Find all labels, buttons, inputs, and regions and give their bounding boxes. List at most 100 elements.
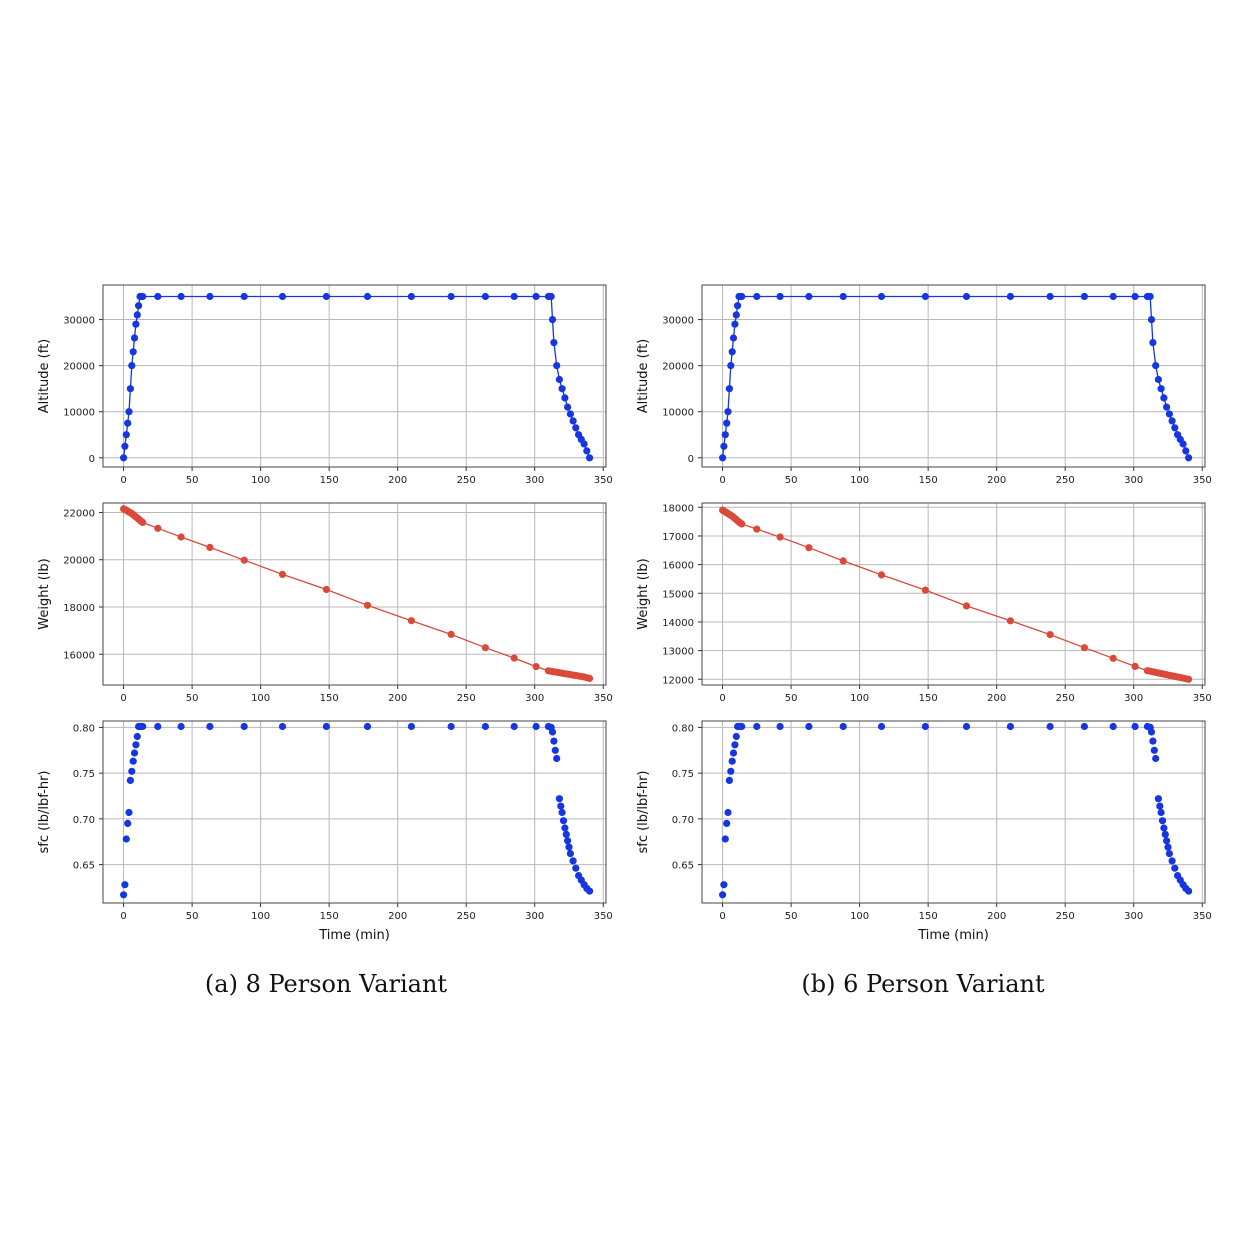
data-point [738,292,746,301]
data-point [363,292,372,301]
data-point [120,454,128,462]
data-point [407,722,415,731]
data-point [322,585,330,594]
data-point [564,403,572,411]
data-point [558,385,566,393]
x-tick-label: 0 [719,693,725,704]
data-point [572,864,580,872]
data-point [1158,817,1167,825]
data-point [132,320,140,328]
axes-frame [701,284,1206,468]
x-tick-label: 150 [320,475,339,486]
caption-a: (a) 8 Person Variant [205,970,448,998]
axes-frame [701,502,1206,686]
x-tick-label: 350 [1193,693,1212,704]
data-point [753,722,761,731]
x-tick-label: 300 [525,475,544,486]
data-point [550,737,558,745]
data-point [1109,722,1117,731]
data-point [139,722,147,731]
data-point [407,617,415,625]
x-tick-label: 250 [457,911,476,922]
data-point [129,757,137,765]
data-point [1156,802,1164,810]
y-tick-label: 16000 [662,561,694,572]
data-point [559,817,568,825]
data-point [1046,631,1054,639]
panel-5: 0 50 100 150 200 250 300 350 0.65 0.70 0.75 0.80 sfc… [636,720,1212,943]
data-point [121,881,129,889]
data-point [1160,394,1168,402]
data-point [753,525,761,533]
data-point [719,891,727,899]
data-point [1046,722,1054,731]
data-point [566,410,575,418]
data-point [510,722,518,731]
data-point [1147,728,1156,736]
axes-frame [102,284,607,468]
data-point [240,556,248,564]
data-point [555,375,564,384]
x-tick-label: 0 [120,911,126,922]
y-tick-label: 18000 [63,603,95,614]
data-point [1171,424,1179,432]
x-tick-label: 200 [388,693,407,704]
x-axis-label: Time (min) [917,928,989,943]
data-point [407,292,415,301]
data-point [877,571,886,579]
x-tick-label: 100 [850,475,869,486]
x-tick-label: 350 [1193,475,1212,486]
data-point [124,819,132,828]
panel-0: 0 50 100 150 200 250 300 350 0 10000 20000 30000 Alt… [37,284,613,486]
data-point [125,408,133,416]
y-tick-label: 0 [688,454,694,465]
data-point [447,292,455,301]
y-tick-label: 30000 [662,316,694,327]
data-point [124,419,132,427]
data-point [1161,830,1169,839]
data-point [154,292,162,301]
data-point [551,746,559,754]
x-tick-label: 50 [785,475,798,486]
data-point [731,320,739,328]
series-line [721,295,1190,459]
data-point [564,837,572,845]
data-point [1152,754,1160,763]
data-point [125,808,133,817]
data-point [1146,292,1154,301]
data-point [206,292,214,301]
panel-4: 0 50 100 150 200 250 300 350 12000 13000 14000 1500… [636,502,1212,704]
data-point [1131,292,1139,301]
data-point [776,533,784,541]
data-point [805,722,813,731]
data-point [565,843,573,851]
x-tick-label: 100 [251,693,270,704]
data-point [839,292,847,301]
data-point [921,586,930,594]
data-point [1152,362,1160,370]
data-point [177,722,185,731]
data-point [1147,316,1156,324]
y-tick-label: 0.75 [73,769,95,780]
x-tick-label: 150 [320,911,339,922]
x-tick-label: 300 [525,693,544,704]
data-point [363,601,372,609]
data-point [240,292,248,301]
data-point [177,533,185,541]
y-tick-label: 0 [89,454,95,465]
x-tick-label: 300 [1124,475,1143,486]
x-tick-label: 0 [719,911,725,922]
data-point [139,518,147,527]
data-point [839,722,847,731]
panels: 0 50 100 150 200 250 300 3500100002000030000Alt… [37,284,1212,943]
data-point [1149,339,1157,347]
panel-3: 0 50 100 150 200 250 300 350 0 10000 20000 30000 Alt… [636,284,1212,486]
data-point [322,722,330,731]
data-point [1165,850,1173,858]
x-tick-label: 200 [987,475,1006,486]
data-point [738,722,746,731]
data-point [1157,385,1165,393]
data-point [724,808,732,817]
data-point [586,887,594,895]
data-point [562,830,570,839]
